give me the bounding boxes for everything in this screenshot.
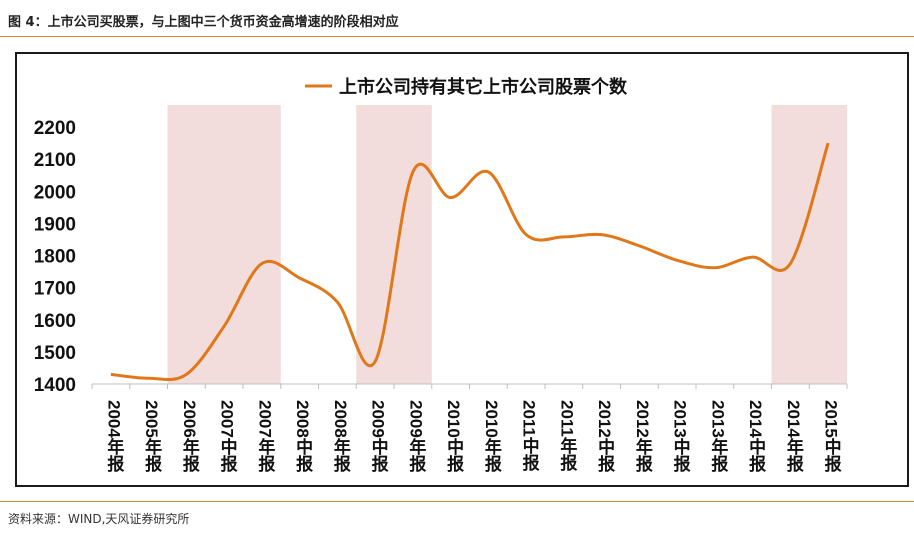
figure-title: 图 4：上市公司买股票，与上图中三个货币资金高增速的阶段相对应 bbox=[8, 15, 399, 30]
x-tick-label: 2006年报 bbox=[180, 400, 200, 473]
x-tick-label: 2008中报 bbox=[293, 400, 313, 473]
x-tick-label: 2010年报 bbox=[482, 400, 502, 473]
shaded-band-2 bbox=[356, 105, 432, 384]
y-tick-label: 1600 bbox=[34, 311, 76, 332]
source-note: 资料来源：WIND,天风证券研究所 bbox=[8, 512, 190, 526]
shaded-band-1 bbox=[167, 105, 281, 384]
top-divider bbox=[0, 36, 914, 37]
x-tick-label: 2009中报 bbox=[369, 400, 389, 473]
x-tick-label: 2013中报 bbox=[671, 400, 691, 473]
x-tick-label: 2011中报 bbox=[520, 400, 540, 472]
bottom-divider bbox=[0, 501, 914, 502]
x-tick-label: 2011年报 bbox=[557, 400, 577, 472]
x-tick-label: 2007年报 bbox=[255, 400, 275, 473]
y-tick-label: 1900 bbox=[34, 214, 76, 235]
x-tick-label: 2012年报 bbox=[633, 400, 653, 473]
y-tick-label: 1500 bbox=[34, 343, 76, 364]
x-tick-label: 2004年报 bbox=[104, 400, 124, 473]
x-tick-label: 2010中报 bbox=[444, 400, 464, 473]
legend-label: 上市公司持有其它上市公司股票个数 bbox=[339, 76, 628, 97]
y-tick-label: 1700 bbox=[34, 279, 76, 300]
x-tick-label: 2012中报 bbox=[595, 400, 615, 473]
x-tick-label: 2009年报 bbox=[406, 400, 426, 473]
shaded-band-3 bbox=[771, 105, 847, 384]
line-chart: 1400 1500 1600 1700 1800 1900 2000 2100 2200 2004… bbox=[34, 76, 848, 473]
x-tick-label: 2008年报 bbox=[331, 400, 351, 473]
x-tick-label: 2005年报 bbox=[142, 400, 162, 473]
y-tick-label: 2200 bbox=[34, 118, 76, 139]
series-line bbox=[110, 142, 830, 382]
x-tick-label: 2007中报 bbox=[218, 400, 238, 473]
x-tick-label: 2015中报 bbox=[822, 400, 842, 473]
x-tick-label: 2014中报 bbox=[746, 400, 766, 473]
y-tick-label: 1800 bbox=[34, 247, 76, 268]
x-tick-label: 2014年报 bbox=[784, 400, 804, 473]
y-tick-label: 2100 bbox=[34, 150, 76, 171]
y-tick-label: 1400 bbox=[34, 375, 76, 396]
y-tick-label: 2000 bbox=[34, 182, 76, 203]
x-tick-label: 2013年报 bbox=[708, 400, 728, 473]
chart-frame: 1400 1500 1600 1700 1800 1900 2000 2100 2200 2004… bbox=[15, 52, 909, 487]
